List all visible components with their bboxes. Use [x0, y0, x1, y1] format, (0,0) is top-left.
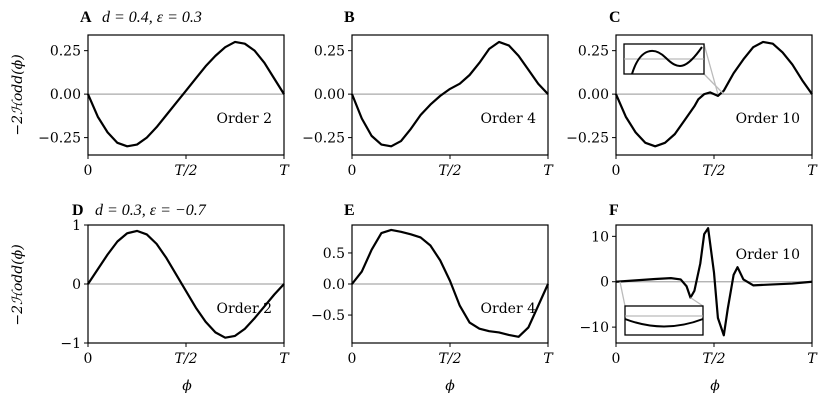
inset-connector — [690, 297, 704, 307]
y-tick-label: −0.25 — [302, 131, 345, 147]
x-tick-label: T — [543, 351, 554, 367]
panel-c: 0.25 0.00 −0.250 T/2 T Order 10 — [566, 34, 818, 179]
order-label-a: Order 2 — [217, 111, 272, 127]
row-header-2: D d = 0.3, ε = −0.7 — [72, 202, 207, 219]
order-label-f: Order 10 — [736, 247, 800, 263]
panel-letter-f: F — [609, 202, 619, 219]
row-1-param-d: d = 0.4, — [102, 9, 157, 26]
x-tick-label: T — [807, 351, 818, 367]
x-tick-label: 0 — [612, 351, 621, 367]
x-tick-label: T/2 — [439, 351, 462, 367]
y-tick-label: 0.00 — [314, 87, 345, 103]
x-tick-label: T — [543, 163, 554, 179]
panel-letter-d: D — [72, 202, 84, 219]
panel-b: 0.25 0.00 −0.250 T/2 T Order 4 — [302, 34, 554, 179]
y-tick-label: 0.5 — [323, 246, 345, 262]
x-tick-label: T/2 — [439, 163, 462, 179]
panel-letter-a: A — [80, 9, 92, 26]
y-axis-title-row-2: −2ℋodd(ϕ) — [10, 244, 26, 325]
row-1-params: d = 0.4, ε = 0.3 — [102, 9, 202, 26]
x-tick-label: 0 — [84, 351, 93, 367]
y-tick-label: 10 — [591, 229, 609, 245]
order-label-b: Order 4 — [481, 111, 537, 127]
panel-letter-e: E — [344, 202, 355, 219]
x-tick-label: 0 — [84, 163, 93, 179]
series-line-e-0 — [351, 228, 550, 338]
row-2-param-d: d = 0.3, — [95, 202, 150, 219]
x-axis-title-e: ϕ — [445, 378, 455, 394]
x-tick-label: T — [807, 163, 818, 179]
x-tick-label: T/2 — [175, 351, 198, 367]
order-label-e: Order 4 — [481, 301, 537, 317]
series-line-c-0 — [614, 40, 813, 148]
y-tick-label: −0.25 — [38, 131, 81, 147]
y-tick-label: 0 — [72, 277, 81, 293]
panel-letter-c: C — [609, 9, 621, 26]
y-axis-title-row-1: −2ℋodd(ϕ) — [10, 54, 26, 135]
x-tick-label: T/2 — [703, 351, 726, 367]
x-tick-label: T — [279, 351, 290, 367]
panel-letter-b: B — [344, 9, 355, 26]
axes-frame — [351, 34, 549, 156]
y-tick-label: −1 — [60, 336, 81, 352]
panel-a: 0.25 0.00 −0.250 T/2 T Order 2 — [38, 34, 290, 179]
series-line-a-0 — [86, 40, 285, 148]
y-tick-label: 0.25 — [50, 44, 81, 60]
y-tick-label: −10 — [579, 320, 609, 336]
y-tick-label: 0.00 — [578, 87, 609, 103]
order-label-c: Order 10 — [736, 111, 800, 127]
series-line-d-0 — [87, 229, 285, 339]
row-2-params: d = 0.3, ε = −0.7 — [95, 202, 207, 219]
x-tick-label: T — [279, 163, 290, 179]
series-line-f-0 — [615, 227, 813, 337]
inset-curve — [624, 318, 704, 328]
row-2-param-eps: ε = −0.7 — [150, 202, 207, 219]
y-tick-label: −0.5 — [311, 308, 345, 324]
series-line-b-0 — [350, 40, 549, 148]
x-tick-label: 0 — [348, 163, 357, 179]
x-axis-title-d: ϕ — [182, 378, 192, 394]
y-tick-label: −0.25 — [566, 131, 609, 147]
inset-box — [624, 305, 704, 336]
axes-frame — [87, 34, 285, 156]
panel-e: 0.5 0.0 −0.5 0 T/2 T Order 4 — [311, 224, 554, 367]
inset-curve — [631, 46, 703, 75]
y-tick-label: 1 — [72, 218, 81, 234]
x-tick-label: T/2 — [703, 163, 726, 179]
row-1-param-eps: ε = 0.3 — [157, 9, 202, 26]
y-tick-label: 0 — [600, 275, 609, 291]
inset-connector — [703, 73, 725, 95]
order-label-d: Order 2 — [217, 301, 272, 317]
x-tick-label: 0 — [612, 163, 621, 179]
x-axis-title-f: ϕ — [710, 378, 720, 394]
y-tick-label: 0.25 — [578, 44, 609, 60]
inset-connector — [619, 281, 626, 307]
x-tick-label: T/2 — [175, 163, 198, 179]
y-tick-label: 0.0 — [323, 277, 345, 293]
y-tick-label: 0.00 — [50, 87, 81, 103]
x-tick-label: 0 — [348, 351, 357, 367]
y-tick-label: 0.25 — [314, 44, 345, 60]
row-header-1: A d = 0.4, ε = 0.3 — [80, 9, 202, 26]
